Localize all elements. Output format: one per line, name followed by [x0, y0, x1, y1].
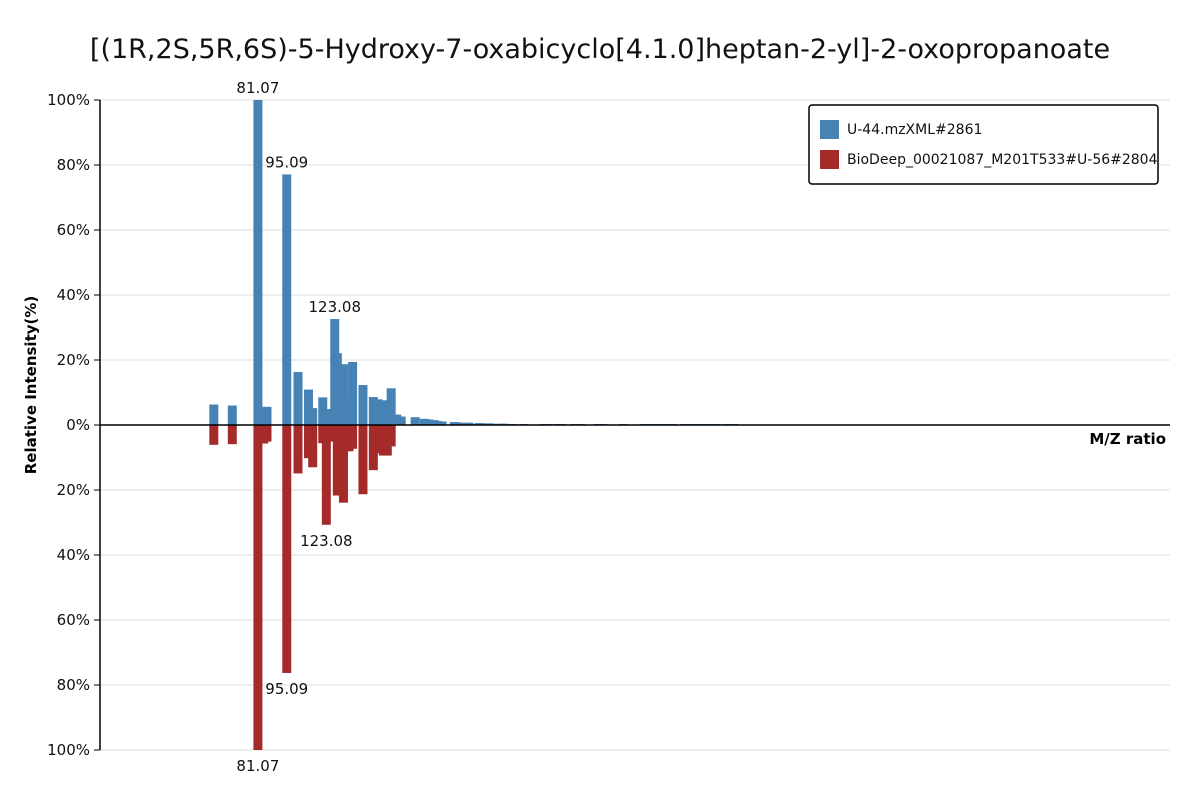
y-tick-labels: 100% 80% 60% 40% 20% 0% 20% 40% 60% 80% 100% — [47, 91, 90, 759]
spectrum-bar-top — [293, 372, 303, 425]
legend-box — [808, 104, 1159, 185]
spectrum-bar-bottom — [358, 425, 368, 495]
y-tick-label: 80% — [57, 676, 90, 694]
y-tick-label: 20% — [57, 351, 90, 369]
spectrum-bar-top — [453, 422, 463, 425]
spectrum-bar-bottom — [308, 425, 318, 468]
y-tick-label: 40% — [57, 546, 90, 564]
spectrum-bar-bottom — [332, 425, 342, 496]
spectrum-bar-top — [464, 422, 474, 425]
spectrum-bar-bottom — [338, 425, 348, 503]
spectrum-bar-top — [262, 406, 272, 425]
peak-labels: 81.07 95.09 123.08 81.07 95.09 123.08 — [236, 79, 361, 775]
spectrum-bar-top — [332, 353, 342, 425]
peak-label-top: 95.09 — [265, 153, 308, 171]
spectrum-bar-top — [308, 408, 318, 425]
spectrum-bar-bottom — [368, 425, 378, 471]
spectrum-bar-bottom — [293, 425, 303, 474]
y-tick-label: 80% — [57, 156, 90, 174]
bars — [209, 100, 739, 750]
spectrum-bar-bottom — [253, 425, 263, 750]
y-tick-label: 0% — [66, 416, 90, 434]
spectrum-bar-top — [282, 174, 292, 425]
legend-swatch-top — [820, 120, 839, 139]
y-tick-label: 100% — [47, 741, 90, 759]
spectrum-bar-bottom — [373, 425, 383, 454]
y-tick-label: 40% — [57, 286, 90, 304]
spectrum-bar-top — [209, 404, 219, 425]
spectrum-bar-top — [358, 385, 368, 425]
spectrum-bar-bottom — [209, 425, 219, 445]
spectrum-bar-top — [227, 405, 237, 425]
spectrum-bar-bottom — [262, 425, 272, 442]
spectrum-bar-top — [373, 399, 383, 425]
peak-label-top: 81.07 — [236, 79, 279, 97]
spectrum-bar-top — [424, 419, 434, 425]
spectrum-bar-top — [485, 423, 495, 425]
spectrum-bar-top — [474, 423, 484, 425]
y-tick-label: 20% — [57, 481, 90, 499]
legend-label-top: U-44.mzXML#2861 — [847, 122, 982, 138]
grid — [94, 99, 1170, 751]
spectrum-bar-bottom — [348, 425, 358, 449]
spectrum-bar-top — [253, 100, 263, 425]
legend: U-44.mzXML#2861 BioDeep_00021087_M201T53… — [808, 104, 1159, 185]
spectrum-bar-top — [392, 414, 402, 425]
legend-label-bottom: BioDeep_00021087_M201T533#U-56#2804 — [847, 152, 1158, 168]
peak-label-top: 123.08 — [309, 298, 362, 316]
legend-swatch-bottom — [820, 150, 839, 169]
y-tick-label: 60% — [57, 611, 90, 629]
x-axis-title: M/Z ratio — [1089, 430, 1166, 448]
spectrum-bar-bottom — [386, 425, 396, 447]
peak-label-bottom: 81.07 — [236, 757, 279, 775]
y-tick-label: 100% — [47, 91, 90, 109]
y-tick-label: 60% — [57, 221, 90, 239]
spectrum-bar-top — [338, 364, 348, 425]
spectrum-bar-bottom — [227, 425, 237, 445]
spectrum-bar-top — [386, 388, 396, 425]
spectrum-bar-top — [410, 417, 420, 425]
peak-label-bottom: 123.08 — [300, 532, 353, 550]
spectrum-bar-top — [303, 389, 313, 425]
y-axis-title: Relative Intensity(%) — [22, 296, 40, 475]
spectrum-bar-top — [419, 418, 429, 425]
spectrum-bar-bottom — [282, 425, 292, 673]
spectrum-bar-top — [437, 421, 447, 425]
chart-title: [(1R,2S,5R,6S)-5-Hydroxy-7-oxabicyclo[4.… — [90, 34, 1110, 65]
spectrum-bar-top — [321, 409, 331, 425]
spectrum-bar-top — [368, 397, 378, 425]
spectrum-bar-top — [348, 361, 358, 425]
peak-label-bottom: 95.09 — [265, 680, 308, 698]
axes — [99, 100, 1170, 750]
spectrum-bar-bottom — [321, 425, 331, 525]
spectrum-bar-top — [396, 416, 406, 425]
